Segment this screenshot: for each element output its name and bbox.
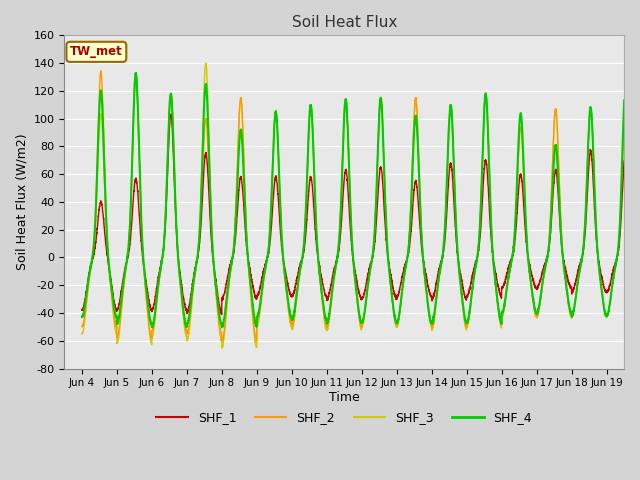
SHF_1: [637, 289, 640, 295]
X-axis label: Time: Time: [329, 391, 360, 404]
Text: TW_met: TW_met: [70, 45, 123, 59]
SHF_1: [194, 252, 202, 258]
Line: SHF_1: SHF_1: [82, 114, 640, 314]
SHF_2: [557, 229, 565, 235]
SHF_4: [78, 314, 86, 320]
SHF_2: [97, 68, 105, 74]
SHF_3: [543, 256, 550, 262]
SHF_2: [78, 324, 86, 330]
SHF_3: [516, 132, 524, 138]
SHF_3: [218, 345, 226, 351]
SHF_3: [557, 229, 565, 235]
SHF_4: [516, 120, 524, 125]
SHF_1: [516, 176, 524, 181]
SHF_1: [78, 307, 86, 313]
SHF_2: [383, 233, 390, 239]
SHF_3: [202, 60, 210, 66]
SHF_3: [413, 102, 420, 108]
Y-axis label: Soil Heat Flux (W/m2): Soil Heat Flux (W/m2): [15, 133, 28, 270]
SHF_1: [218, 312, 225, 317]
SHF_4: [383, 233, 390, 239]
SHF_4: [637, 312, 640, 318]
SHF_2: [194, 252, 202, 257]
SHF_1: [167, 111, 175, 117]
SHF_4: [413, 120, 420, 125]
SHF_3: [78, 331, 86, 336]
SHF_4: [132, 70, 140, 76]
SHF_2: [637, 312, 640, 318]
SHF_4: [194, 249, 202, 255]
Title: Soil Heat Flux: Soil Heat Flux: [292, 15, 397, 30]
SHF_3: [194, 250, 202, 255]
SHF_2: [516, 132, 524, 138]
SHF_1: [413, 182, 420, 188]
SHF_4: [557, 236, 565, 242]
Legend: SHF_1, SHF_2, SHF_3, SHF_4: SHF_1, SHF_2, SHF_3, SHF_4: [152, 406, 537, 429]
SHF_3: [383, 233, 390, 239]
Line: SHF_3: SHF_3: [82, 63, 640, 348]
SHF_4: [543, 256, 550, 262]
SHF_2: [413, 102, 420, 108]
SHF_2: [543, 256, 550, 262]
SHF_1: [543, 254, 550, 260]
SHF_2: [218, 338, 226, 344]
Line: SHF_2: SHF_2: [82, 71, 640, 341]
Line: SHF_4: SHF_4: [82, 73, 640, 327]
SHF_1: [557, 239, 565, 245]
SHF_3: [637, 314, 640, 320]
SHF_4: [218, 324, 226, 330]
SHF_1: [383, 243, 390, 249]
